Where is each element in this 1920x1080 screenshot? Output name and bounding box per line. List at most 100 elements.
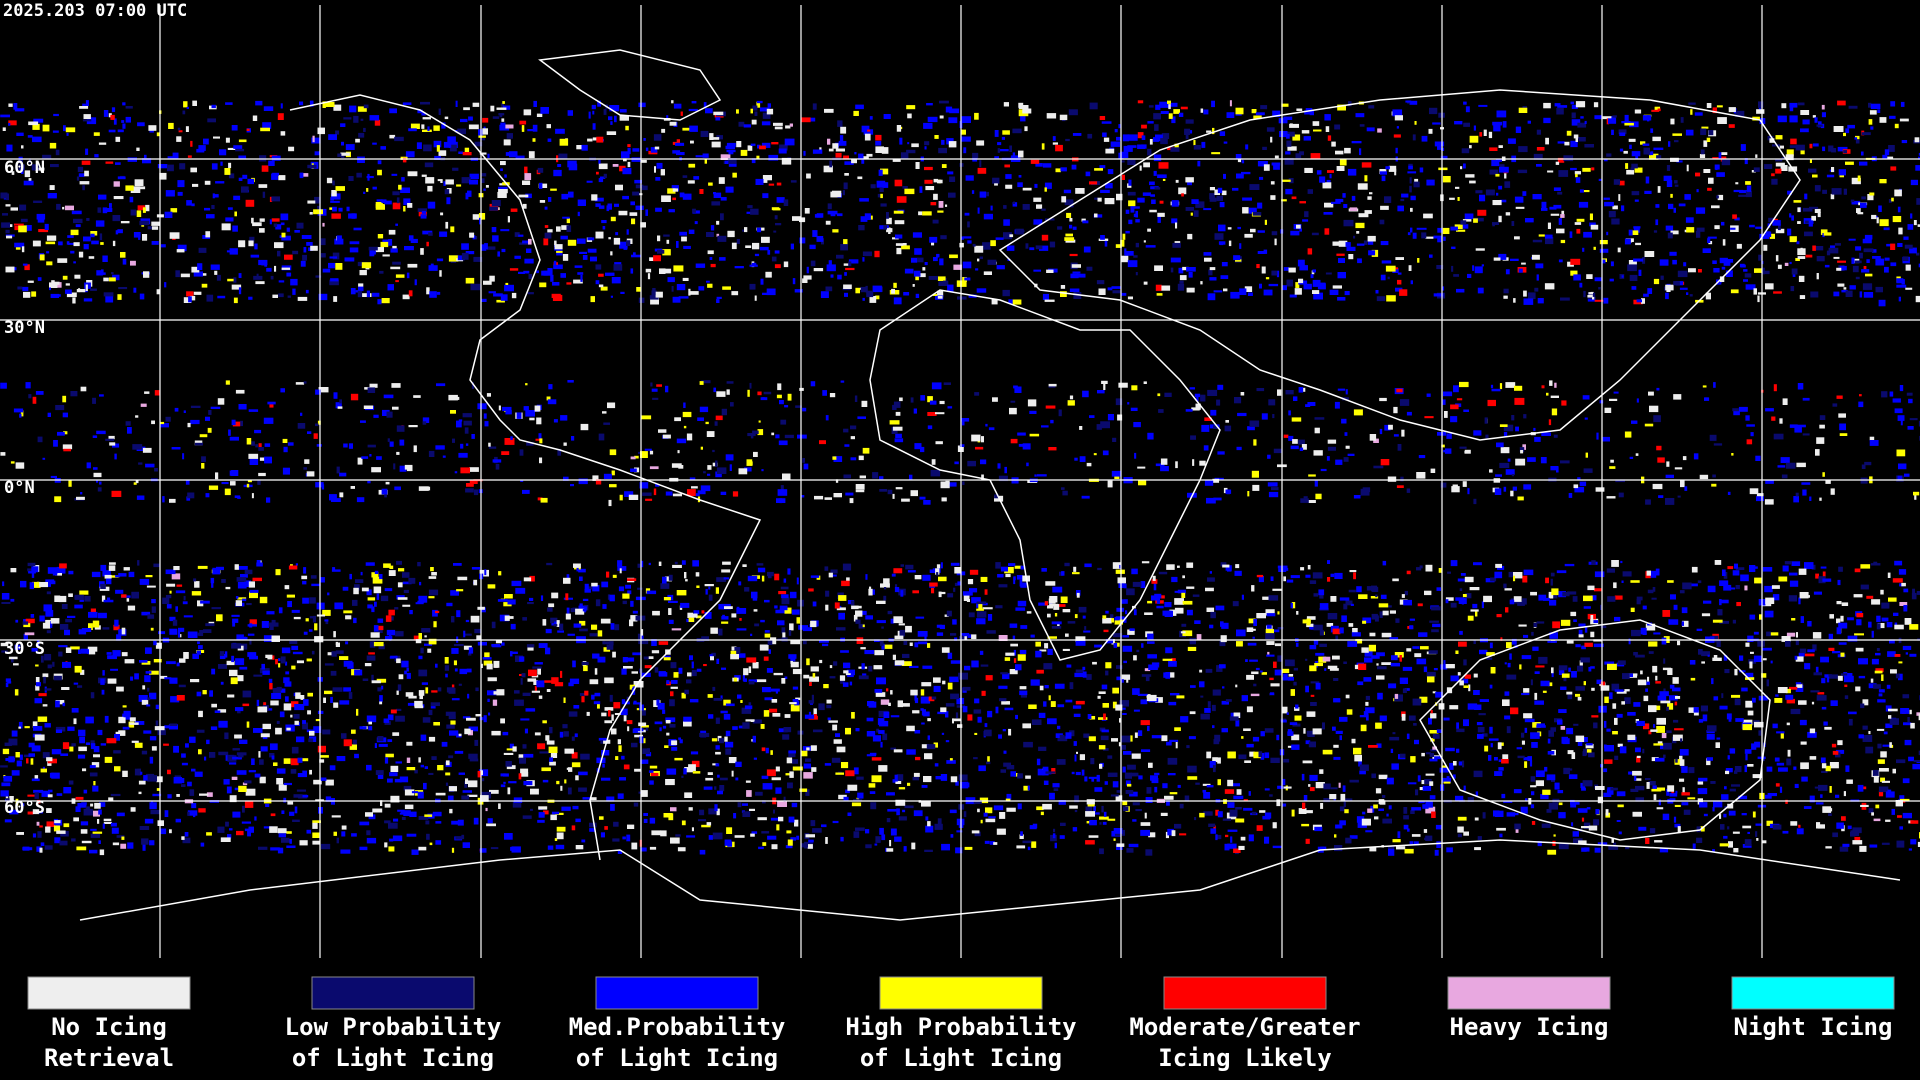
icing-patch <box>273 223 278 227</box>
icing-patch <box>433 125 440 131</box>
icing-patch <box>1576 228 1581 234</box>
icing-patch <box>80 386 87 392</box>
icing-patch <box>480 178 485 183</box>
icing-patch <box>1226 112 1235 118</box>
icing-patch <box>1111 639 1115 645</box>
icing-patch <box>275 224 282 230</box>
icing-patch <box>489 206 498 211</box>
icing-patch <box>248 296 253 300</box>
icing-patch <box>1324 202 1334 208</box>
icing-patch <box>835 479 839 483</box>
icing-patch <box>1890 101 1896 107</box>
icing-patch <box>1395 147 1398 154</box>
icing-patch <box>381 488 388 495</box>
icing-patch <box>1786 149 1794 157</box>
icing-patch <box>929 400 937 405</box>
icing-patch <box>251 493 254 499</box>
icing-patch <box>610 623 615 630</box>
icing-patch <box>125 185 134 191</box>
icing-patch <box>1218 241 1226 245</box>
icing-patch <box>1307 402 1316 406</box>
icing-patch <box>267 401 276 405</box>
icing-patch <box>1388 683 1397 689</box>
icing-patch <box>964 277 971 281</box>
icing-patch <box>1020 115 1026 122</box>
icing-patch <box>842 563 852 571</box>
icing-patch <box>1378 774 1388 780</box>
icing-patch <box>1793 496 1799 503</box>
icing-patch <box>1252 736 1260 742</box>
icing-patch <box>206 792 213 797</box>
icing-patch <box>623 158 627 162</box>
icing-patch <box>1100 421 1110 429</box>
icing-patch <box>595 264 602 270</box>
icing-patch <box>1744 158 1748 165</box>
icing-patch <box>8 120 17 126</box>
icing-patch <box>1898 661 1903 664</box>
icing-patch <box>1669 251 1677 256</box>
icing-patch <box>1652 483 1663 490</box>
icing-patch <box>471 382 474 389</box>
icing-patch <box>1878 205 1882 212</box>
icing-patch <box>830 569 838 574</box>
icing-patch <box>1897 475 1902 480</box>
icing-patch <box>631 218 636 225</box>
icing-patch <box>1311 232 1319 236</box>
icing-patch <box>1397 272 1402 275</box>
icing-patch <box>14 644 21 650</box>
icing-patch <box>713 192 722 198</box>
icing-patch <box>1879 219 1889 227</box>
icing-patch <box>1348 254 1354 260</box>
icing-patch <box>1105 662 1112 669</box>
icing-patch <box>522 692 531 696</box>
icing-patch <box>1036 204 1043 209</box>
icing-patch <box>254 429 262 434</box>
icing-patch <box>165 416 171 422</box>
icing-patch <box>418 816 429 820</box>
icing-patch <box>341 141 344 146</box>
icing-patch <box>1773 433 1784 440</box>
icing-patch <box>1474 847 1481 851</box>
icing-patch <box>1522 106 1527 110</box>
icing-patch <box>442 455 446 458</box>
icing-patch <box>363 405 374 409</box>
icing-patch <box>1659 259 1669 266</box>
icing-patch <box>1500 637 1503 641</box>
icing-patch <box>792 278 796 285</box>
icing-patch <box>247 479 252 483</box>
icing-patch <box>1295 282 1300 288</box>
icing-patch <box>366 715 377 723</box>
icing-patch <box>1758 254 1763 261</box>
icing-patch <box>570 484 574 487</box>
icing-patch <box>848 259 859 264</box>
icing-patch <box>574 265 583 268</box>
icing-patch <box>914 642 919 648</box>
icing-patch <box>895 411 901 416</box>
icing-patch <box>892 426 903 431</box>
icing-patch <box>366 188 369 192</box>
icing-patch <box>1429 254 1433 258</box>
icing-patch <box>1451 246 1456 249</box>
icing-patch <box>21 145 24 149</box>
icing-patch <box>956 830 963 833</box>
icing-patch <box>956 280 967 287</box>
icing-patch <box>760 619 765 623</box>
icing-patch <box>1244 286 1253 292</box>
icing-patch <box>329 494 337 501</box>
icing-patch <box>29 158 31 163</box>
icing-patch <box>63 823 70 828</box>
icing-patch <box>1009 623 1018 628</box>
icing-patch <box>1293 681 1297 686</box>
icing-patch <box>1674 701 1678 706</box>
icing-patch <box>564 779 567 784</box>
icing-patch <box>1409 841 1414 845</box>
icing-patch <box>1213 425 1217 429</box>
icing-patch <box>1133 213 1137 218</box>
icing-patch <box>1612 703 1617 709</box>
icing-patch <box>408 695 417 699</box>
icing-patch <box>213 194 219 198</box>
icing-patch <box>1069 253 1078 257</box>
icing-patch <box>987 614 993 621</box>
icing-patch <box>1510 707 1519 715</box>
icing-patch <box>1274 238 1277 246</box>
